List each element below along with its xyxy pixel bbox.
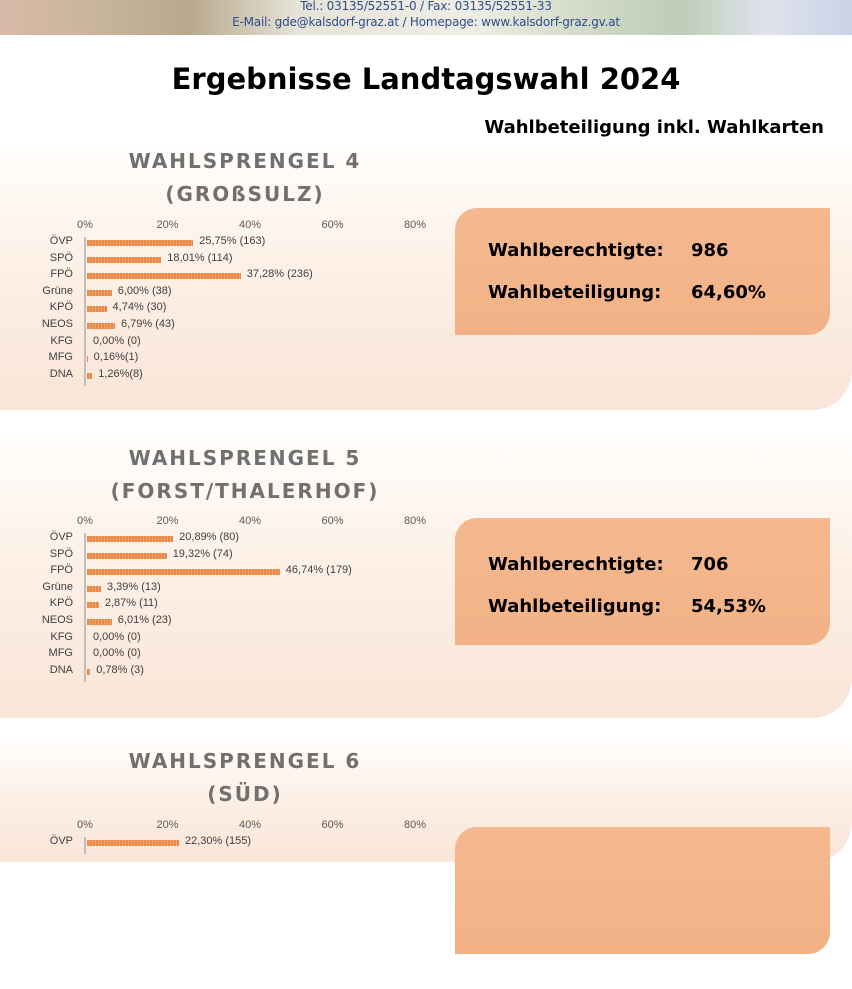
tick-label: 80% — [403, 219, 427, 231]
bar — [87, 273, 241, 280]
bar — [87, 356, 88, 363]
category-label: Grüne — [42, 580, 73, 593]
data-label: 3,39% (13) — [106, 580, 161, 593]
stats-box: Wahlberechtigte: 986 Wahlbeteiligung: 64… — [455, 208, 830, 335]
page-subtitle: Wahlbeteiligung inkl. Wahlkarten — [484, 117, 824, 138]
bar — [87, 536, 174, 542]
wahlbeteiligung-label: Wahlbeteiligung: — [488, 596, 662, 617]
tick-label: 0% — [77, 819, 93, 831]
data-label: 0,00% (0) — [93, 334, 141, 347]
bar — [87, 569, 280, 576]
tick-label: 40% — [238, 819, 262, 831]
contact-phone-fax: Tel.: 03135/52551-0 / Fax: 03135/52551-3… — [300, 0, 552, 13]
data-label: 18,01% (114) — [167, 251, 233, 264]
category-label: FPÖ — [50, 268, 73, 281]
data-label: 2,87% (11) — [104, 597, 158, 610]
y-axis-line — [84, 533, 86, 683]
tick-label: 60% — [321, 515, 344, 527]
bar — [87, 619, 112, 625]
category-label: DNA — [49, 367, 73, 380]
category-label: DNA — [49, 663, 73, 676]
bar — [87, 585, 101, 592]
category-label: SPÖ — [49, 251, 73, 264]
wahlbeteiligung-value: 64,60% — [691, 282, 766, 303]
tick-label: 20% — [156, 819, 179, 831]
tick-label: 40% — [238, 219, 262, 231]
category-label: ÖVP — [49, 835, 73, 847]
category-label: ÖVP — [49, 531, 73, 543]
wahlbeteiligung-label: Wahlbeteiligung: — [488, 282, 662, 303]
bar — [87, 306, 107, 313]
category-label: NEOS — [41, 318, 73, 330]
data-label: 1,26%(8) — [98, 367, 143, 380]
data-label: 25,75% (163) — [199, 235, 266, 247]
section-title: WAHLSPRENGEL 4 (GROßSULZ) — [128, 149, 362, 206]
category-label: ÖVP — [49, 235, 73, 247]
letterhead-banner: Tel.: 03135/52551-0 / Fax: 03135/52551-3… — [0, 0, 852, 35]
category-label: KFG — [50, 334, 73, 347]
tick-label: 20% — [156, 219, 179, 231]
data-label: 22,30% (155) — [184, 835, 252, 847]
category-label: KFG — [50, 630, 73, 643]
data-label: 37,28% (236) — [246, 268, 313, 281]
tick-label: 80% — [403, 515, 427, 527]
bar — [87, 289, 112, 296]
y-axis-line — [84, 237, 86, 387]
tick-label: 20% — [156, 515, 179, 527]
data-label: 6,79% (43) — [121, 318, 175, 330]
bar-chart-wahlsprengel-5: 0% 20% 40% 60% 80% ÖVP 20,89% (80) SPÖ 19,32% (7… — [0, 515, 440, 685]
wahlbeteiligung-value: 54,53% — [691, 596, 766, 617]
tick-label: 0% — [77, 515, 93, 527]
bar — [87, 552, 167, 559]
bar-chart-wahlsprengel-6: 0% 20% 40% 60% 80% ÖVP 22,30% (155) — [0, 819, 440, 989]
contact-email-homepage: E-Mail: gde@kalsdorf-graz.at / Homepage:… — [232, 15, 620, 29]
section-title: WAHLSPRENGEL 5 (FORST/THALERHOF) — [110, 446, 380, 503]
tick-label: 80% — [403, 819, 427, 831]
data-label: 0,78% (3) — [96, 663, 144, 676]
stats-box — [455, 827, 830, 954]
stats-box: Wahlberechtigte: 706 Wahlbeteiligung: 54… — [455, 518, 830, 645]
data-label: 0,00% (0) — [93, 647, 141, 660]
wahlberechtigte-value: 706 — [691, 554, 729, 575]
category-label: Grüne — [42, 284, 73, 297]
data-label: 0,16%(1) — [93, 351, 139, 364]
data-label: 20,89% (80) — [179, 531, 240, 543]
data-label: 6,00% (38) — [117, 284, 172, 297]
category-label: KPÖ — [49, 597, 73, 610]
category-label: NEOS — [41, 614, 73, 626]
tick-label: 40% — [238, 515, 262, 527]
tick-label: 60% — [321, 819, 344, 831]
y-axis-line — [84, 837, 86, 854]
data-label: 4,74% (30) — [112, 301, 167, 314]
bar — [87, 240, 194, 246]
tick-label: 60% — [321, 219, 344, 231]
tick-label: 0% — [77, 219, 93, 231]
section-title: WAHLSPRENGEL 6 (SÜD) — [128, 749, 362, 806]
category-label: KPÖ — [49, 301, 73, 314]
data-label: 19,32% (74) — [172, 547, 233, 560]
category-label: MFG — [48, 647, 73, 660]
bar — [87, 840, 179, 846]
data-label: 0,00% (0) — [93, 630, 141, 643]
bar — [87, 602, 99, 609]
category-label: MFG — [48, 351, 73, 364]
bar — [87, 256, 162, 263]
wahlberechtigte-value: 986 — [691, 240, 729, 261]
category-label: SPÖ — [49, 547, 73, 560]
bar-chart-wahlsprengel-4: 0% 20% 40% 60% 80% ÖVP 25,75% (163) SPÖ 18,01% (… — [0, 219, 440, 389]
data-label: 6,01% (23) — [117, 614, 172, 626]
bar — [87, 668, 91, 675]
wahlberechtigte-label: Wahlberechtigte: — [488, 554, 664, 575]
data-label: 46,74% (179) — [285, 564, 352, 577]
bar — [87, 372, 93, 379]
bar — [87, 323, 115, 329]
wahlberechtigte-label: Wahlberechtigte: — [488, 240, 664, 261]
category-label: FPÖ — [50, 564, 73, 577]
page-title: Ergebnisse Landtagswahl 2024 — [171, 62, 681, 96]
